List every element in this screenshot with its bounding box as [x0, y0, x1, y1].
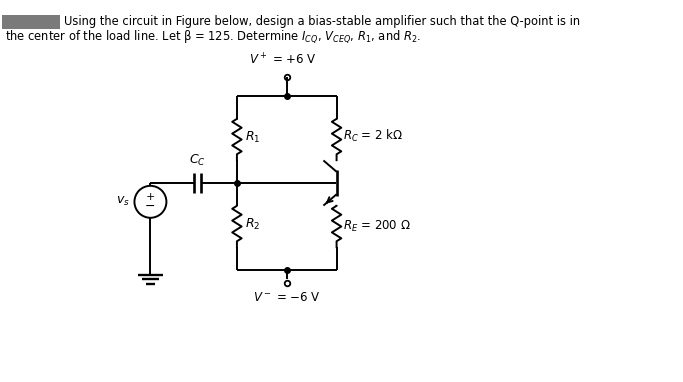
Text: $R_E$ = 200 Ω: $R_E$ = 200 Ω — [343, 219, 411, 234]
Text: Using the circuit in Figure below, design a bias-stable amplifier such that the : Using the circuit in Figure below, desig… — [64, 15, 580, 28]
Text: $C_C$: $C_C$ — [189, 153, 206, 168]
Text: $R_1$: $R_1$ — [245, 130, 261, 145]
Text: $V^-$ = −6 V: $V^-$ = −6 V — [253, 291, 320, 304]
Text: $R_2$: $R_2$ — [245, 217, 261, 232]
Text: $V^+$ = +6 V: $V^+$ = +6 V — [249, 53, 317, 68]
Text: +: + — [145, 192, 155, 202]
Text: the center of the load line. Let β = 125. Determine $I_{CQ}$, $V_{CEQ}$, $R_1$, : the center of the load line. Let β = 125… — [5, 29, 421, 45]
Text: −: − — [145, 200, 156, 213]
Text: $v_s$: $v_s$ — [116, 195, 130, 208]
FancyBboxPatch shape — [2, 15, 60, 29]
Text: $R_C$ = 2 kΩ: $R_C$ = 2 kΩ — [343, 128, 404, 144]
